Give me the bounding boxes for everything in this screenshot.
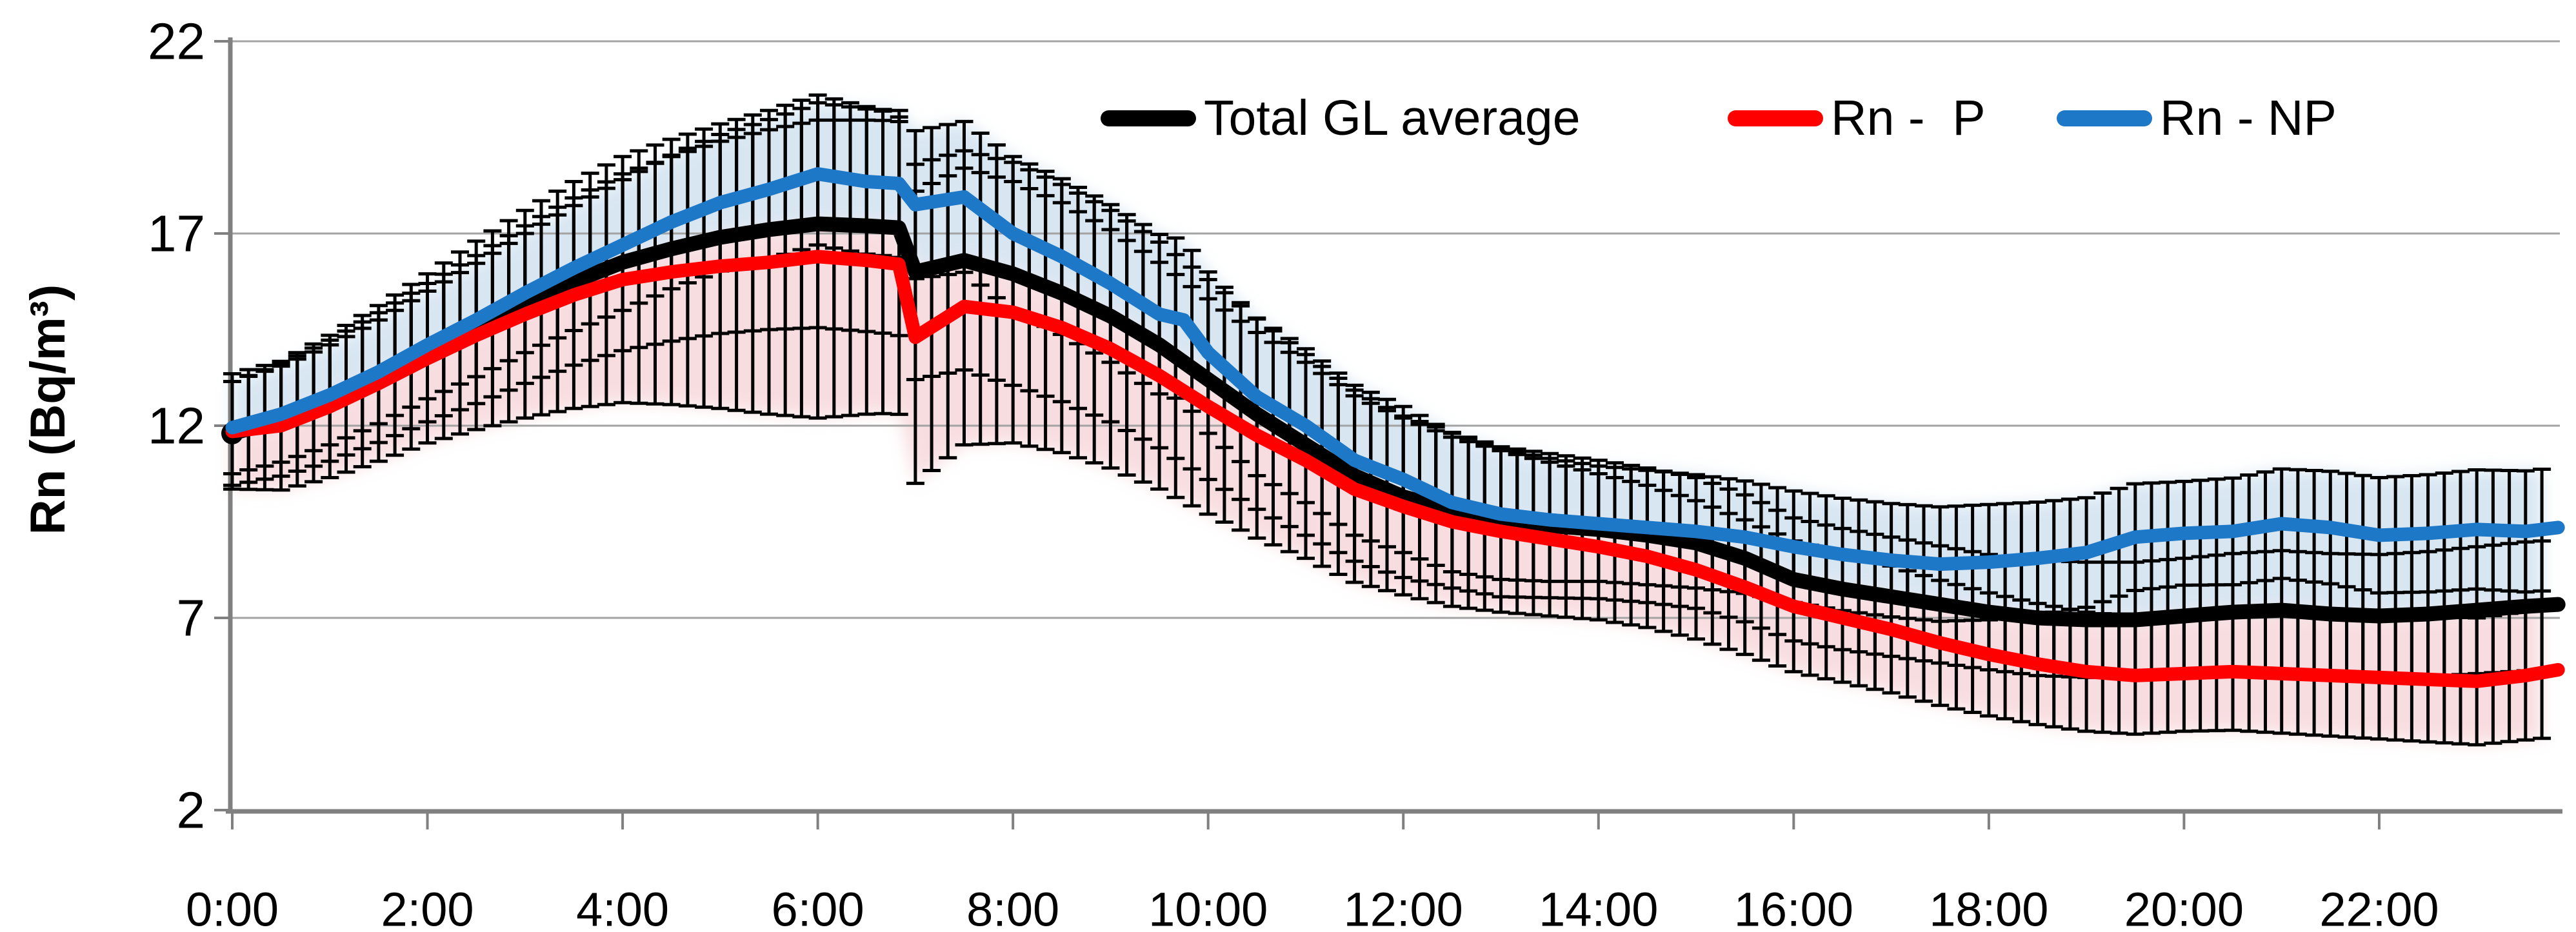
x-tick-label: 14:00 — [1539, 883, 1658, 932]
series-line-p — [225, 250, 2565, 688]
series-line-np — [225, 167, 2565, 571]
y-axis-title: Rn (Bq/m³) — [21, 284, 75, 535]
error-bars — [223, 93, 2551, 747]
y-tick-label: 12 — [148, 397, 205, 455]
np-upper-shading — [232, 103, 2542, 620]
series-line-total — [225, 216, 2566, 628]
y-tick-label: 7 — [177, 590, 206, 647]
axes-and-grid — [214, 37, 2562, 829]
x-tick-label: 16:00 — [1734, 883, 1853, 932]
x-tick-label: 2:00 — [381, 883, 474, 932]
x-tick-label: 12:00 — [1344, 883, 1463, 932]
x-tick-label: 18:00 — [1929, 883, 2048, 932]
y-tick-label: 17 — [148, 205, 205, 263]
x-tick-label: 0:00 — [186, 883, 279, 932]
x-tick-label: 4:00 — [576, 883, 669, 932]
y-tick-label: 2 — [177, 782, 206, 839]
y-tick-label: 22 — [148, 13, 205, 70]
x-tick-label: 10:00 — [1148, 883, 1268, 932]
x-tick-label: 8:00 — [966, 883, 1059, 932]
x-tick-label: 22:00 — [2319, 883, 2439, 932]
series-lines — [221, 167, 2566, 688]
x-tick-label: 6:00 — [772, 883, 864, 932]
x-tick-label: 20:00 — [2124, 883, 2244, 932]
